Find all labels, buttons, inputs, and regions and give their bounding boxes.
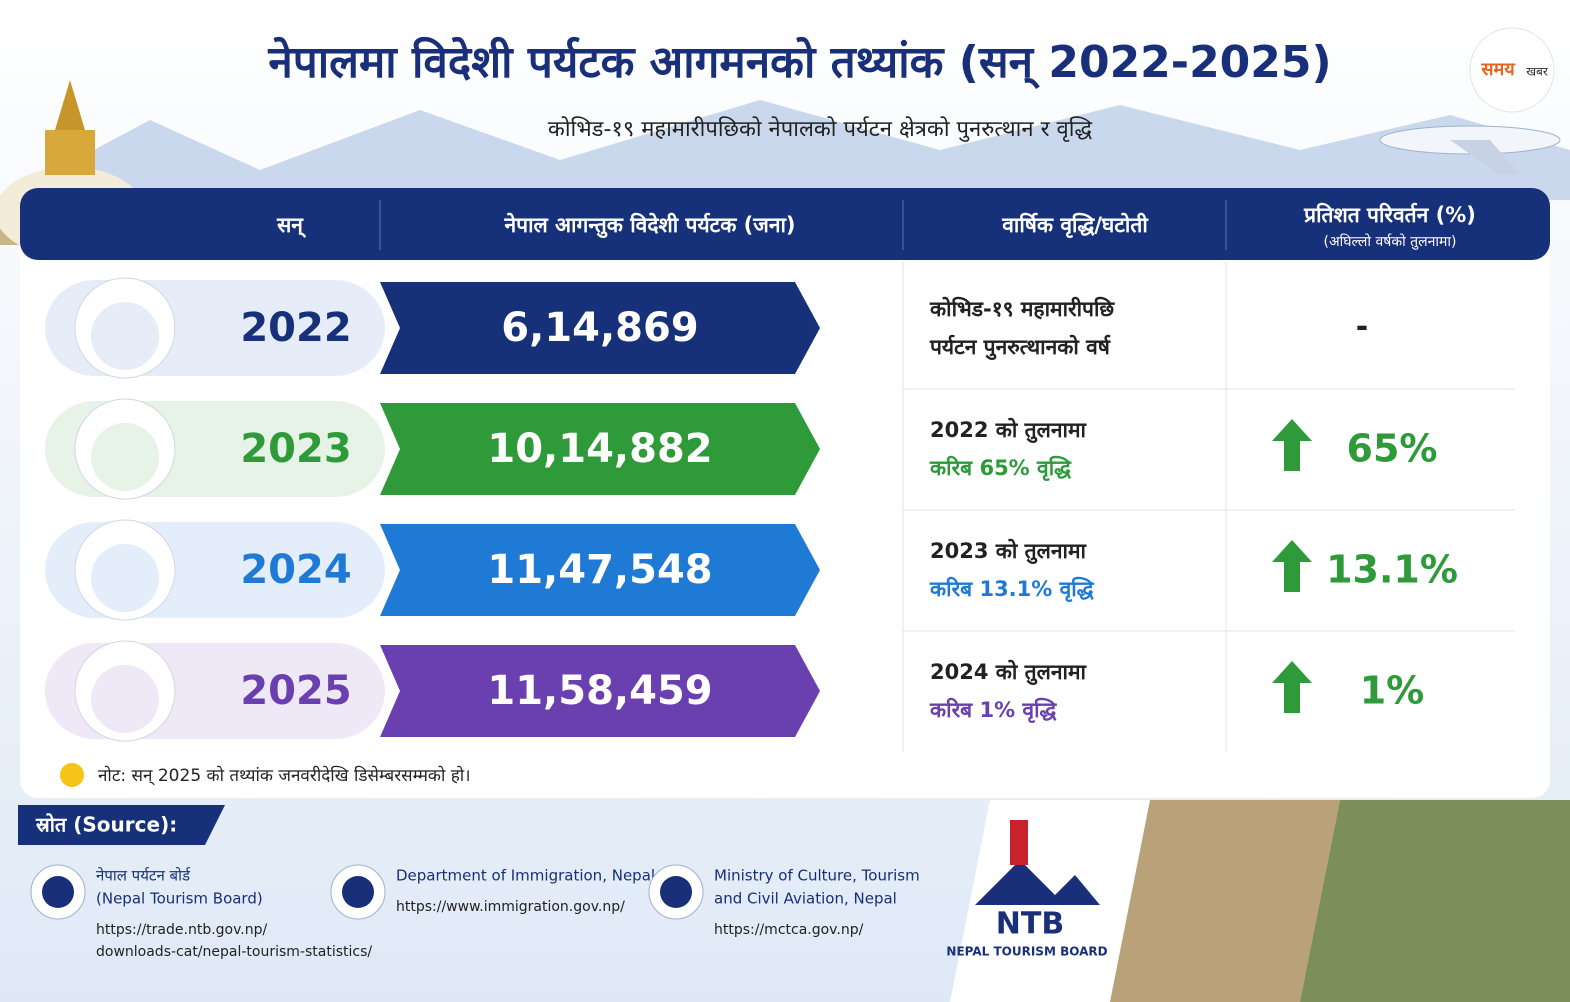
- note-icon: [60, 763, 84, 787]
- note: नोट: सन् 2025 को तथ्यांक जनवरीदेखि डिसेम…: [98, 765, 471, 786]
- subtitle: कोभिड-१९ महामारीपछिको नेपालको पर्यटन क्ष…: [548, 116, 1093, 142]
- up-arrow: [1272, 419, 1312, 471]
- table-header: [20, 188, 1550, 260]
- mountains: [0, 100, 1570, 200]
- title: नेपालमा विदेशी पर्यटक आगमनको तथ्यांक (सन…: [267, 36, 1331, 90]
- source-name: Department of Immigration, Nepal: [396, 867, 655, 885]
- column-header: वार्षिक वृद्धि/घटोती: [1001, 212, 1149, 239]
- column-subheader: (अघिल्लो वर्षको तुलनामा): [1324, 233, 1457, 250]
- logo-badge: [1469, 27, 1555, 113]
- growth-text: 2022 को तुलनामा: [930, 417, 1087, 444]
- growth-text: करिब 13.1% वृद्धि: [929, 576, 1095, 603]
- column-header: प्रतिशत परिवर्तन (%): [1303, 202, 1476, 227]
- growth-text: 2024 को तुलनामा: [930, 659, 1087, 686]
- growth-text: कोभिड-१९ महामारीपछि: [929, 296, 1115, 321]
- visitors: 11,47,548: [487, 547, 712, 593]
- source-title: स्रोत (Source):: [35, 813, 177, 837]
- logo-sub: खबर: [1526, 65, 1549, 79]
- airplane: [1379, 125, 1561, 175]
- growth-text: करिब 1% वृद्धि: [929, 697, 1058, 724]
- row-illustration-inner: [91, 544, 159, 612]
- growth-text: 2023 को तुलनामा: [930, 538, 1087, 565]
- source-logo-inner: [660, 876, 692, 908]
- visitor-banner: [380, 645, 820, 737]
- row-illustration-inner: [91, 302, 159, 370]
- visitors: 6,14,869: [501, 305, 698, 351]
- visitors: 11,58,459: [487, 668, 712, 714]
- percent-change: 65%: [1347, 427, 1438, 471]
- percent-change: 1%: [1360, 669, 1425, 713]
- row-illustration-inner: [91, 665, 159, 733]
- table-body: 2022 6,14,869 कोभिड-१९ महामारीपछि पर्यटन पु…: [45, 262, 1515, 752]
- year: 2024: [240, 547, 351, 593]
- percent-change: 13.1%: [1326, 548, 1458, 592]
- source-url: https://trade.ntb.gov.np/: [96, 922, 268, 938]
- source-url: https://www.immigration.gov.np/: [396, 899, 625, 915]
- ntb-mark: NTB: [996, 907, 1064, 942]
- column-header: सन्: [276, 213, 307, 238]
- source-url: https://mctca.gov.np/: [714, 922, 864, 938]
- logo-main: समय: [1480, 59, 1516, 80]
- source-url: downloads-cat/nepal-tourism-statistics/: [96, 944, 372, 960]
- visitor-banner: [380, 403, 820, 495]
- growth-text: करिब 65% वृद्धि: [929, 455, 1072, 482]
- up-arrow: [1272, 661, 1312, 713]
- ntb-panel: [950, 800, 1570, 1002]
- year: 2025: [240, 668, 351, 714]
- source-tab: [18, 805, 225, 845]
- visitor-banner: [380, 524, 820, 616]
- source-logo-inner: [42, 876, 74, 908]
- source-name: Ministry of Culture, Tourism: [714, 867, 920, 885]
- source-name: and Civil Aviation, Nepal: [714, 890, 897, 908]
- up-arrow: [1272, 540, 1312, 592]
- year: 2023: [240, 426, 351, 472]
- percent-change: -: [1356, 310, 1368, 345]
- growth-text: पर्यटन पुनरुत्थानको वर्ष: [929, 334, 1111, 361]
- source-logo-inner: [342, 876, 374, 908]
- row-illustration-inner: [91, 423, 159, 491]
- ntb-name: NEPAL TOURISM BOARD: [946, 945, 1107, 959]
- column-header: नेपाल आगन्तुक विदेशी पर्यटक (जना): [503, 212, 795, 239]
- year: 2022: [240, 305, 351, 351]
- visitors: 10,14,882: [487, 426, 712, 472]
- visitor-banner: [380, 282, 820, 374]
- source-name: नेपाल पर्यटन बोर्ड: [96, 867, 191, 885]
- source-name: (Nepal Tourism Board): [96, 890, 263, 908]
